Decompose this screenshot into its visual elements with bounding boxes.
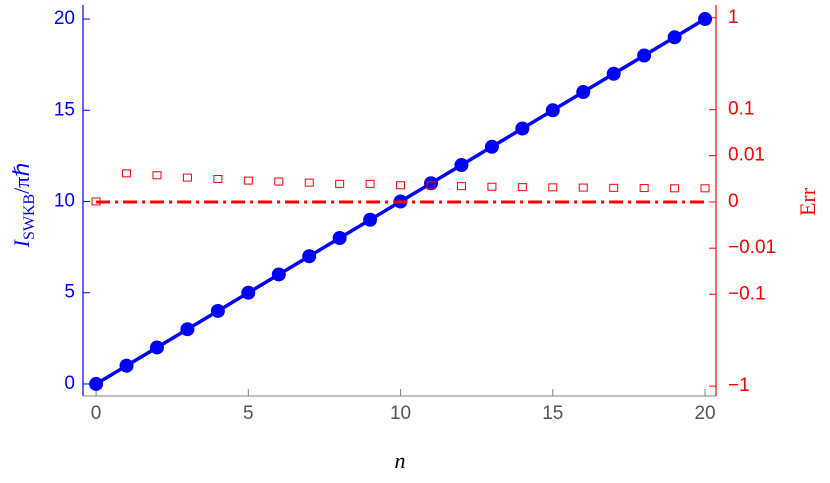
point <box>335 179 345 188</box>
y-tick-label: 15 <box>54 99 75 120</box>
point <box>274 177 284 186</box>
point <box>637 48 652 63</box>
y-tick-label: 10 <box>54 191 75 212</box>
point <box>456 182 466 191</box>
point <box>302 249 317 264</box>
point <box>545 103 560 118</box>
point <box>213 174 223 183</box>
x-axis-label: n <box>395 448 406 473</box>
y-tick-label: 20 <box>54 8 75 29</box>
y-tick-label: 5 <box>64 282 75 303</box>
x-tick-label: 20 <box>694 403 715 424</box>
y-label-sub: SWKB <box>21 194 38 240</box>
point <box>698 12 713 27</box>
x-tick-label: 15 <box>542 403 563 424</box>
y2-tick-label: 0 <box>728 191 739 212</box>
point <box>424 176 439 191</box>
y2-tick-label: 1 <box>728 7 739 28</box>
point <box>210 303 225 318</box>
y2-tick-label: −1 <box>728 375 750 396</box>
point <box>152 171 162 180</box>
x-tick-label: 0 <box>91 403 102 424</box>
point <box>89 376 104 391</box>
point <box>667 30 682 45</box>
x-tick-label: 10 <box>390 403 411 424</box>
point <box>271 267 286 282</box>
y-label-main: I <box>9 238 34 248</box>
point <box>243 176 253 185</box>
point <box>515 121 530 136</box>
y-axis-label: ISWKB/πℏ <box>9 163 38 249</box>
point <box>363 212 378 227</box>
point <box>182 173 192 182</box>
x-tick-label: 5 <box>243 403 254 424</box>
y2-tick-label: −0.1 <box>728 283 766 304</box>
point <box>606 66 621 81</box>
point <box>149 340 164 355</box>
point <box>454 158 469 173</box>
y2-tick-label: −0.01 <box>728 237 776 258</box>
point <box>332 230 347 245</box>
point <box>609 183 619 192</box>
point <box>517 183 527 192</box>
point <box>548 183 558 192</box>
point <box>670 184 680 193</box>
point <box>484 139 499 154</box>
y2-tick-label: 0.01 <box>728 145 765 166</box>
y-tick-label: 0 <box>64 373 75 394</box>
point <box>700 184 710 193</box>
point <box>241 285 256 300</box>
point <box>396 181 406 190</box>
point <box>304 178 314 187</box>
y2-tick-label: 0.1 <box>728 99 754 120</box>
point <box>122 169 132 178</box>
point <box>578 183 588 192</box>
point <box>576 85 591 100</box>
point <box>426 181 436 190</box>
y-label-rest: /πℏ <box>9 163 34 194</box>
point <box>487 182 497 191</box>
point <box>639 184 649 193</box>
y2-axis-label: Err <box>795 187 820 216</box>
point <box>365 179 375 188</box>
point <box>180 322 195 337</box>
point <box>119 358 134 373</box>
